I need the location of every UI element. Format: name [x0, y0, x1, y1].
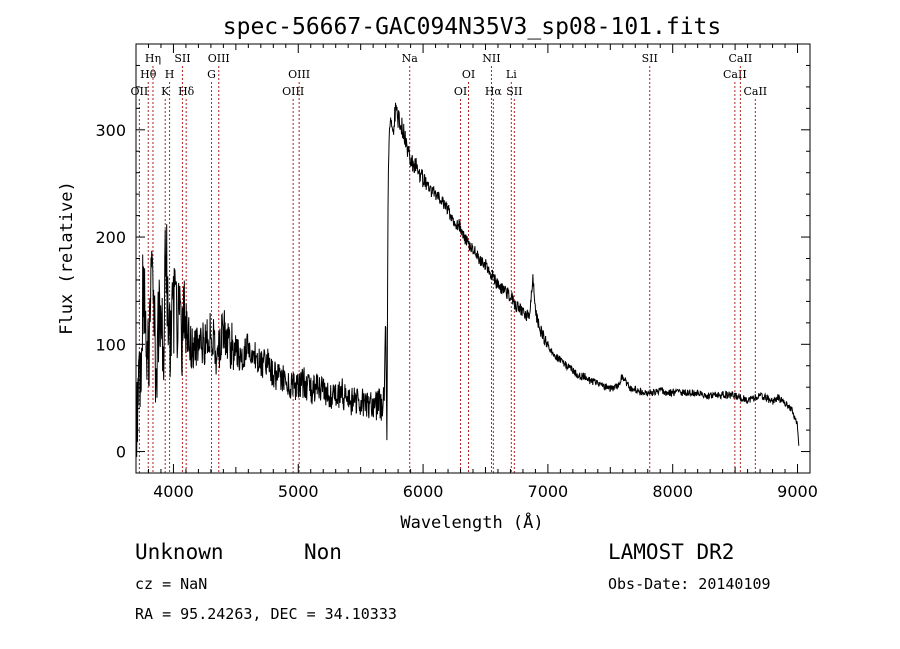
spectral-line-markers: OII Hθ Hη KH SII Hδ G OIII OIII OIII Na OI OI NII HαLi… — [131, 52, 767, 473]
line-marker-label: OI — [454, 85, 467, 98]
x-tick-label: 8000 — [652, 482, 693, 501]
line-marker-label: OIII — [282, 85, 304, 98]
line-marker-label: K — [161, 85, 170, 98]
line-marker-label: SII — [174, 52, 190, 65]
line-marker-label: CaII — [729, 52, 753, 65]
line-marker-label: CaII — [723, 68, 747, 81]
x-tick-label: 9000 — [777, 482, 818, 501]
ra-dec-coordinates: RA = 95.24263, DEC = 34.10333 — [135, 605, 397, 623]
line-marker-label: H — [165, 68, 175, 81]
line-marker-label: OI — [462, 68, 475, 81]
y-tick-label: 100 — [95, 335, 126, 354]
x-axis-label: Wavelength (Å) — [400, 511, 543, 533]
line-marker-label: Hη — [145, 52, 161, 65]
y-tick-label: 300 — [95, 121, 126, 140]
axis-ticks: 4000 5000 6000 7000 8000 9000 0 100 200 300 — [95, 44, 818, 501]
plot-frame — [135, 43, 811, 474]
line-marker-label: Hθ — [140, 68, 157, 81]
x-tick-label: 6000 — [403, 482, 444, 501]
line-marker-label: Li — [506, 68, 517, 81]
y-tick-label: 200 — [95, 228, 126, 247]
line-marker-label: SII — [642, 52, 658, 65]
line-marker-label: CaII — [743, 85, 767, 98]
line-marker-label: SII — [506, 85, 522, 98]
object-class: Unknown — [135, 540, 224, 564]
line-marker-label: Hα — [485, 85, 503, 98]
y-axis-label: Flux (relative) — [57, 181, 77, 335]
spectrum-line — [135, 102, 800, 457]
line-marker-label: Na — [402, 52, 419, 65]
line-marker-label: NII — [482, 52, 500, 65]
line-marker-label: G — [207, 68, 216, 81]
line-marker-label: OIII — [208, 52, 230, 65]
chart-title: spec-56667-GAC094N35V3_sp08-101.fits — [223, 14, 722, 40]
line-marker-label: OIII — [288, 68, 310, 81]
line-marker-label: Hδ — [178, 85, 195, 98]
x-tick-label: 5000 — [278, 482, 319, 501]
object-subclass: Non — [304, 540, 342, 564]
x-tick-label: 7000 — [528, 482, 569, 501]
line-marker-label: OII — [131, 85, 149, 98]
y-tick-label: 0 — [116, 443, 126, 462]
observation-date: Obs-Date: 20140109 — [608, 575, 771, 593]
x-tick-label: 4000 — [153, 482, 194, 501]
survey-name: LAMOST DR2 — [608, 540, 734, 564]
redshift-cz: cz = NaN — [135, 575, 207, 593]
